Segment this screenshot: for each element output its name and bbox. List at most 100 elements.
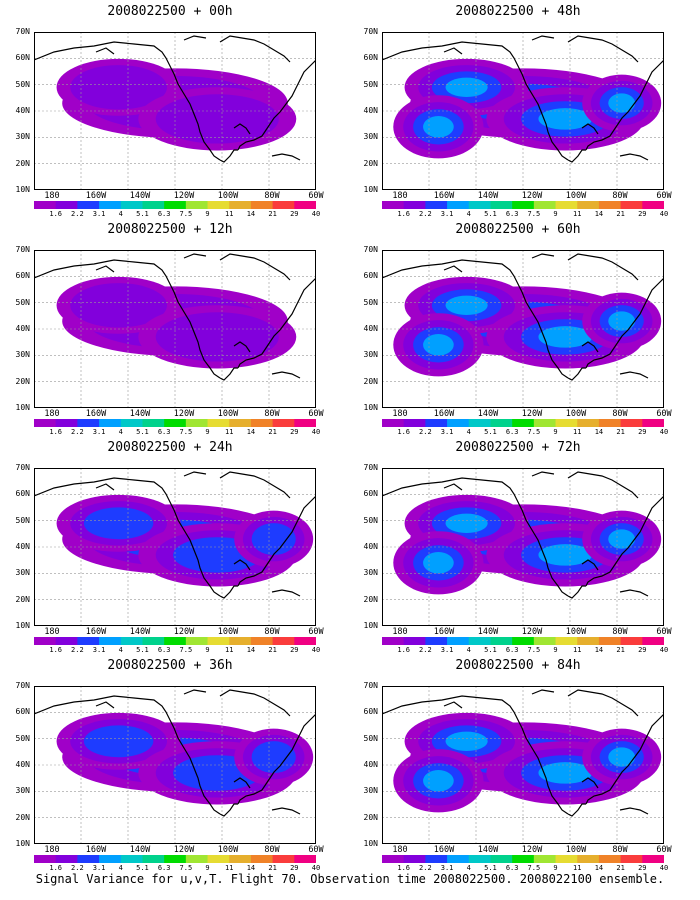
colorbar-swatch — [164, 419, 187, 427]
colorbar-swatch — [642, 637, 664, 645]
colorbar-swatch — [642, 855, 664, 863]
variance-contour — [423, 770, 454, 792]
longitude-label: 60W — [308, 191, 324, 201]
colorbar-label: 40 — [659, 210, 669, 218]
longitude-label: 180 — [392, 409, 408, 419]
colorbar-swatch — [294, 201, 316, 209]
coastline — [271, 371, 301, 379]
colorbar-swatch — [403, 419, 426, 427]
latitude-label: 20N — [15, 158, 30, 168]
longitude-label: 180 — [392, 845, 408, 855]
coastline — [183, 471, 207, 477]
colorbar-swatch — [55, 637, 78, 645]
longitude-label: 140W — [477, 409, 499, 419]
colorbar-label: 1.6 — [397, 646, 411, 654]
variance-contour — [423, 552, 454, 574]
variance-contour — [538, 326, 593, 348]
latitude-label: 30N — [363, 350, 378, 360]
variance-contour — [445, 77, 488, 97]
colorbar-label: 2.2 — [71, 210, 84, 218]
colorbar-swatch — [620, 201, 643, 209]
colorbar-swatch — [229, 637, 252, 645]
colorbar-label: 5.1 — [484, 428, 497, 436]
colorbar-label: 29 — [290, 428, 299, 436]
coastline — [34, 41, 221, 161]
colorbar-swatch — [512, 419, 535, 427]
colorbar-label: 21 — [268, 864, 277, 872]
colorbar-label: 4 — [118, 210, 123, 218]
colorbar-swatch — [468, 419, 491, 427]
latitude-label: 70N — [15, 463, 30, 472]
longitude-label: 80W — [264, 845, 280, 855]
map-plot — [34, 250, 316, 408]
longitude-label: 120W — [173, 409, 195, 419]
latitude-label: 70N — [363, 245, 378, 254]
colorbar-swatch — [512, 201, 535, 209]
coastline — [567, 367, 586, 381]
panel-title: 2008022500 + 84h — [455, 658, 581, 673]
colorbar-swatch — [403, 855, 426, 863]
coastline — [443, 47, 463, 55]
colorbar-label: 1.6 — [49, 646, 63, 654]
coastline — [567, 35, 639, 63]
longitude-label: 120W — [173, 627, 195, 637]
colorbar-swatch — [512, 637, 535, 645]
colorbar-label: 21 — [268, 210, 277, 218]
coastline — [581, 123, 599, 135]
colorbar-label: 6.3 — [157, 428, 171, 436]
colorbar-label: 5.1 — [136, 210, 149, 218]
map-frame — [382, 468, 664, 626]
latitude-label: 40N — [15, 542, 30, 551]
latitude-label: 40N — [15, 106, 30, 115]
latitude-label: 70N — [363, 27, 378, 36]
longitude-label: 120W — [521, 627, 543, 637]
colorbar-swatch — [55, 201, 78, 209]
longitude-label: 60W — [308, 845, 324, 855]
latitude-label: 20N — [363, 812, 378, 822]
colorbar-swatch — [555, 419, 578, 427]
colorbar-swatch — [620, 637, 643, 645]
variance-contour — [83, 507, 154, 540]
longitude-label: 120W — [521, 409, 543, 419]
coastline — [271, 153, 301, 161]
colorbar-label: 7.5 — [179, 864, 193, 872]
colorbar-label: 4 — [466, 210, 471, 218]
map-panel: 2008022500 + 60h 70N 60N 50N 40N 30N 20N 10N 180… — [348, 222, 688, 442]
longitude-label: 140W — [129, 627, 151, 637]
latitude-label: 70N — [15, 681, 30, 690]
coastline — [585, 495, 664, 587]
longitude-label: 80W — [264, 627, 280, 637]
coastline — [531, 253, 555, 259]
variance-contour — [70, 283, 167, 328]
longitude-label: 140W — [477, 627, 499, 637]
colorbar-label: 1.6 — [397, 428, 411, 436]
colorbar-label: 9 — [205, 646, 210, 654]
longitude-label: 60W — [656, 191, 672, 201]
latitude-label: 70N — [363, 463, 378, 472]
colorbar-swatch — [34, 637, 57, 645]
map-plot — [382, 468, 664, 626]
map-panel: 2008022500 + 24h 70N 60N 50N 40N 30N 20N 10N 180… — [0, 440, 340, 660]
latitude-label: 60N — [363, 271, 378, 281]
colorbar-label: 7.5 — [179, 646, 193, 654]
latitude-label: 30N — [15, 350, 30, 360]
longitude-label: 120W — [521, 191, 543, 201]
coastline — [233, 777, 251, 789]
colorbar-label: 1.6 — [397, 210, 411, 218]
colorbar-swatch — [447, 201, 470, 209]
map-frame — [34, 468, 316, 626]
coastline — [443, 483, 463, 491]
longitude-label: 140W — [477, 845, 499, 855]
colorbar-label: 29 — [638, 646, 647, 654]
latitude-label: 50N — [15, 515, 30, 525]
figure-caption: Signal Variance for u,v,T. Flight 70. Ob… — [35, 872, 665, 886]
map-frame — [34, 250, 316, 408]
coastline — [581, 341, 599, 353]
longitude-label: 100W — [217, 409, 239, 419]
colorbar-swatch — [425, 637, 448, 645]
colorbar — [382, 637, 664, 645]
colorbar-label: 2.2 — [71, 646, 84, 654]
colorbar — [34, 419, 316, 427]
longitude-label: 100W — [565, 845, 587, 855]
colorbar-swatch — [425, 419, 448, 427]
